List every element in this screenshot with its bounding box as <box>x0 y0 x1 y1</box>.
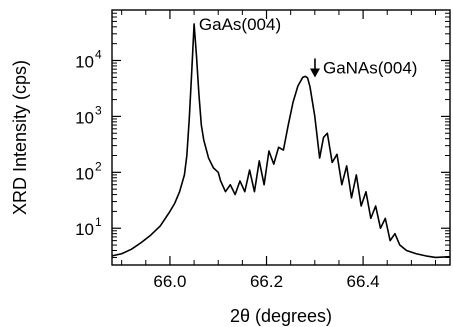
x-tick-label: 66.0 <box>153 272 186 291</box>
annotations: GaAs(004) GaNAs(004) <box>199 15 417 78</box>
tick-marks <box>112 9 450 265</box>
annotation-arrow-head <box>309 68 320 78</box>
y-tick-label: 10 <box>75 108 94 127</box>
x-tick-labels: 66.0 66.2 66.4 <box>153 272 379 291</box>
y-tick-label: 10 <box>75 164 94 183</box>
y-axis-label: XRD Intensity (cps) <box>10 60 30 215</box>
y-tick-exponent: 4 <box>95 47 102 61</box>
x-axis-label: 2θ (degrees) <box>230 306 332 326</box>
x-tick-label: 66.4 <box>347 272 380 291</box>
series-layer <box>111 23 451 259</box>
annotation-label: GaAs(004) <box>199 15 281 34</box>
annotation-label: GaNAs(004) <box>323 58 417 77</box>
series-line-0 <box>111 23 451 259</box>
y-tick-label: 10 <box>75 52 94 71</box>
y-tick-exponent: 3 <box>95 103 102 117</box>
y-tick-label: 10 <box>75 220 94 239</box>
y-tick-exponent: 1 <box>95 215 102 229</box>
x-tick-label: 66.2 <box>250 272 283 291</box>
y-tick-exponent: 2 <box>95 159 102 173</box>
plot-frame <box>111 9 451 266</box>
